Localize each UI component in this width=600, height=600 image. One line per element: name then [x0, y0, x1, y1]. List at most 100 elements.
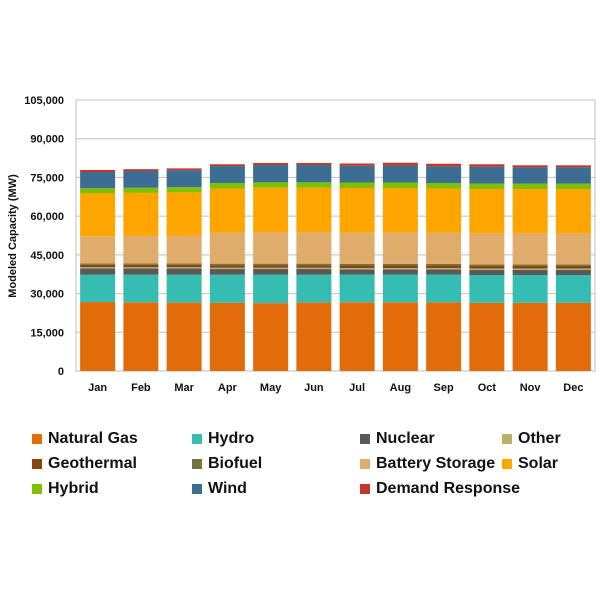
bar-segment-hydro: [296, 274, 332, 303]
bar-stack-dec: [555, 165, 591, 371]
bar-segment-natural-gas: [166, 302, 202, 371]
bar-segment-wind: [166, 170, 202, 188]
legend-label: Nuclear: [376, 430, 435, 447]
bar-segment-demand-response: [166, 168, 202, 171]
bar-segment-battery-storage: [426, 232, 462, 264]
bar-segment-hybrid: [339, 182, 375, 189]
bar-segment-solar: [426, 188, 462, 233]
bar-segment-other: [166, 267, 202, 269]
bar-segment-nuclear: [296, 269, 332, 275]
bar-segment-other: [512, 268, 548, 270]
bar-segment-nuclear: [253, 269, 289, 275]
bar-segment-hydro: [426, 274, 462, 303]
bar-segment-other: [253, 267, 289, 270]
bar-segment-demand-response: [555, 165, 591, 168]
legend-swatch: [32, 434, 42, 444]
bar-segment-nuclear: [80, 268, 116, 275]
y-tick-label: 15,000: [30, 327, 64, 339]
bar-segment-battery-storage: [253, 232, 289, 264]
bar-segment-hydro: [339, 274, 375, 303]
legend-item-hybrid: Hybrid: [32, 480, 99, 498]
bar-segment-demand-response: [80, 169, 116, 173]
bar-segment-solar: [80, 193, 116, 237]
legend-label: Solar: [518, 455, 559, 472]
bar-segment-hybrid: [80, 188, 116, 194]
legend-label: Other: [518, 430, 561, 447]
legend-item-battery-storage: Battery Storage: [360, 455, 495, 473]
gridlines: [76, 138, 595, 333]
bar-segment-natural-gas: [253, 303, 289, 371]
legend-swatch: [502, 459, 512, 469]
bar-stack-oct: [469, 164, 505, 371]
bar-segment-solar: [512, 189, 548, 234]
legend-item-solar: Solar: [502, 455, 558, 473]
bar-segment-hybrid: [382, 182, 418, 189]
y-axis-ticks: 0 15,000 30,000 45,000 60,000 75,000 90,000 105…: [24, 95, 64, 378]
bar-segment-biofuel: [123, 263, 159, 265]
bar-segment-demand-response: [123, 169, 159, 171]
bar-segment-nuclear: [209, 269, 245, 275]
bar-segment-wind: [382, 165, 418, 183]
legend-swatch: [192, 484, 202, 494]
bar-segment-natural-gas: [296, 302, 332, 371]
bar-stack-feb: [123, 169, 159, 371]
bar-segment-battery-storage: [555, 233, 591, 265]
bar-segment-battery-storage: [339, 232, 375, 264]
legend-label: Battery Storage: [376, 455, 496, 472]
bar-segment-biofuel: [339, 263, 375, 266]
bar-segment-geothermal: [382, 265, 418, 269]
bar-stack-nov: [512, 165, 548, 371]
bar-segment-geothermal: [253, 265, 289, 268]
x-tick-label: Aug: [390, 382, 411, 394]
bar-segment-battery-storage: [209, 232, 245, 264]
bar-segment-other: [426, 268, 462, 270]
bar-segment-geothermal: [512, 265, 548, 269]
bar-segment-solar: [123, 192, 159, 236]
bar-segment-other: [555, 268, 591, 270]
bar-segment-geothermal: [80, 264, 116, 268]
legend-swatch: [32, 459, 42, 469]
bar-segment-solar: [209, 188, 245, 233]
bar-segment-biofuel: [555, 264, 591, 266]
legend-swatch: [360, 434, 370, 444]
plot-area-frame: [75, 99, 596, 372]
bar-segment-wind: [253, 165, 289, 183]
bar-segment-natural-gas: [555, 302, 591, 371]
bar-segment-wind: [426, 166, 462, 184]
bar-segment-battery-storage: [123, 235, 159, 264]
legend-swatch: [502, 434, 512, 444]
bar-segment-geothermal: [209, 265, 245, 268]
bar-stack-apr: [209, 164, 245, 371]
bar-stack-sep: [426, 163, 462, 371]
bar-segment-biofuel: [80, 263, 116, 265]
legend-label: Geothermal: [48, 455, 137, 472]
bar-segment-biofuel: [166, 263, 202, 265]
legend-item-biofuel: Biofuel: [192, 455, 262, 473]
bar-segment-other: [469, 268, 505, 270]
x-tick-label: Feb: [131, 382, 151, 394]
legend-swatch: [192, 459, 202, 469]
bar-segment-demand-response: [339, 163, 375, 166]
legend-item-wind: Wind: [192, 480, 247, 498]
bar-segment-biofuel: [512, 264, 548, 266]
bar-segment-natural-gas: [80, 302, 116, 371]
x-tick-label: Sep: [434, 382, 454, 394]
legend-swatch: [32, 484, 42, 494]
bar-stack-may: [253, 162, 289, 371]
bar-segment-hybrid: [426, 183, 462, 189]
x-tick-label: Apr: [218, 382, 238, 394]
bar-segment-battery-storage: [512, 233, 548, 265]
bar-segment-wind: [339, 165, 375, 183]
bar-segment-other: [123, 267, 159, 269]
bar-segment-hybrid: [253, 182, 289, 188]
bar-segment-wind: [80, 172, 116, 189]
bar-segment-biofuel: [253, 263, 289, 266]
legend-item-other: Other: [502, 430, 561, 448]
bar-segment-wind: [123, 170, 159, 188]
x-tick-label: Nov: [520, 382, 542, 394]
legend-item-natural-gas: Natural Gas: [32, 430, 138, 448]
bar-segment-hydro: [382, 274, 418, 303]
bar-segment-nuclear: [512, 269, 548, 275]
x-tick-label: Jan: [88, 382, 107, 394]
bar-segment-natural-gas: [469, 302, 505, 371]
